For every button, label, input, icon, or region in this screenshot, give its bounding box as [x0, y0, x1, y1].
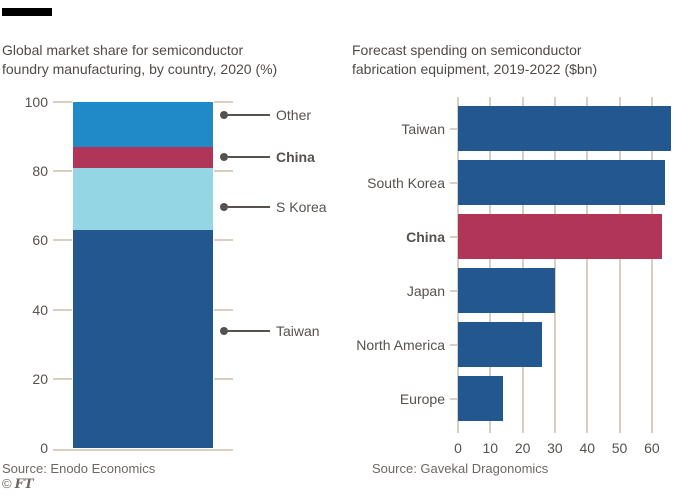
x-axis-label-10: 10: [482, 440, 499, 456]
category-tick-europe: [450, 397, 457, 400]
right-chart-title: Forecast spending on semiconductor fabri…: [352, 41, 692, 79]
callout-line-other: [228, 114, 270, 116]
right-chart-title-line2: fabrication equipment, 2019-2022 ($bn): [352, 61, 598, 77]
y-tick-left-40: [53, 308, 72, 311]
y-tick-right-40: [214, 308, 233, 311]
y-axis-label-60: 60: [32, 232, 48, 249]
callout-label-other: Other: [276, 107, 312, 123]
callout-dot-china: [220, 153, 228, 161]
callout-label-s-korea: S Korea: [276, 199, 327, 215]
gridline-20: [521, 97, 524, 433]
x-axis-label-20: 20: [514, 440, 531, 456]
y-tick-left-60: [53, 239, 72, 242]
x-axis-label-50: 50: [611, 440, 628, 456]
category-tick-north-america: [450, 343, 457, 346]
bar-china: [458, 214, 662, 259]
callout-label-taiwan: Taiwan: [276, 323, 320, 339]
callout-line-s-korea: [228, 206, 270, 208]
y-axis-label-40: 40: [32, 301, 48, 318]
category-tick-china: [450, 235, 457, 238]
x-axis-label-60: 60: [644, 440, 660, 456]
x-baseline: [53, 449, 233, 452]
left-chart-title-line2: foundry manufacturing, by country, 2020 …: [2, 61, 278, 77]
ft-top-bar: [2, 8, 52, 16]
left-chart-title: Global market share for semiconductor fo…: [2, 41, 342, 79]
category-label-taiwan: Taiwan: [401, 120, 445, 137]
gridline-60: [650, 97, 653, 433]
segment-other: [73, 101, 213, 147]
segment-taiwan: [73, 229, 213, 449]
x-axis-label-0: 0: [454, 440, 462, 456]
y-axis-label-80: 80: [32, 163, 48, 180]
y-tick-right-100: [214, 100, 233, 103]
category-label-south-korea: South Korea: [367, 174, 445, 191]
callout-line-taiwan: [228, 330, 270, 332]
bar-europe: [458, 376, 504, 421]
callout-label-china: China: [276, 149, 315, 165]
y-tick-right-80: [214, 170, 233, 173]
gridline-50: [618, 97, 621, 433]
ft-credit: © FT: [2, 476, 34, 492]
left-chart-title-line1: Global market share for semiconductor: [2, 42, 244, 58]
category-label-china: China: [406, 228, 445, 245]
bar-south-korea: [458, 160, 665, 205]
y-axis-label-0: 0: [40, 440, 48, 457]
y-tick-left-20: [53, 377, 72, 380]
y-tick-left-80: [53, 170, 72, 173]
x-axis-label-30: 30: [547, 440, 563, 456]
category-label-north-america: North America: [356, 336, 445, 353]
gridline-0: [457, 97, 459, 433]
category-tick-japan: [450, 289, 457, 292]
right-chart-source: Source: Gavekal Dragonomics: [372, 461, 549, 476]
bar-north-america: [458, 322, 542, 367]
category-tick-south-korea: [450, 181, 457, 184]
y-tick-right-20: [214, 377, 233, 380]
segment-china: [73, 146, 213, 168]
callout-dot-s-korea: [220, 203, 228, 211]
category-tick-taiwan: [450, 127, 457, 130]
callout-dot-taiwan: [220, 327, 228, 335]
gridline-30: [553, 97, 556, 433]
bar-japan: [458, 268, 555, 313]
y-axis-label-20: 20: [32, 370, 48, 387]
y-tick-left-100: [53, 100, 72, 103]
bar-taiwan: [458, 106, 672, 151]
callout-line-china: [228, 156, 270, 158]
segment-s-korea: [73, 167, 213, 230]
y-axis-label-100: 100: [24, 93, 48, 110]
x-axis-label-40: 40: [579, 440, 596, 456]
gridline-10: [489, 97, 492, 433]
left-chart-source: Source: Enodo Economics: [2, 461, 156, 476]
copyright-symbol: ©: [2, 476, 12, 491]
callout-dot-other: [220, 111, 228, 119]
category-label-japan: Japan: [406, 282, 445, 299]
right-chart-title-line1: Forecast spending on semiconductor: [352, 42, 582, 58]
ft-logo: FT: [14, 477, 34, 492]
gridline-40: [586, 97, 589, 433]
category-label-europe: Europe: [399, 390, 445, 407]
y-tick-right-60: [214, 239, 233, 242]
